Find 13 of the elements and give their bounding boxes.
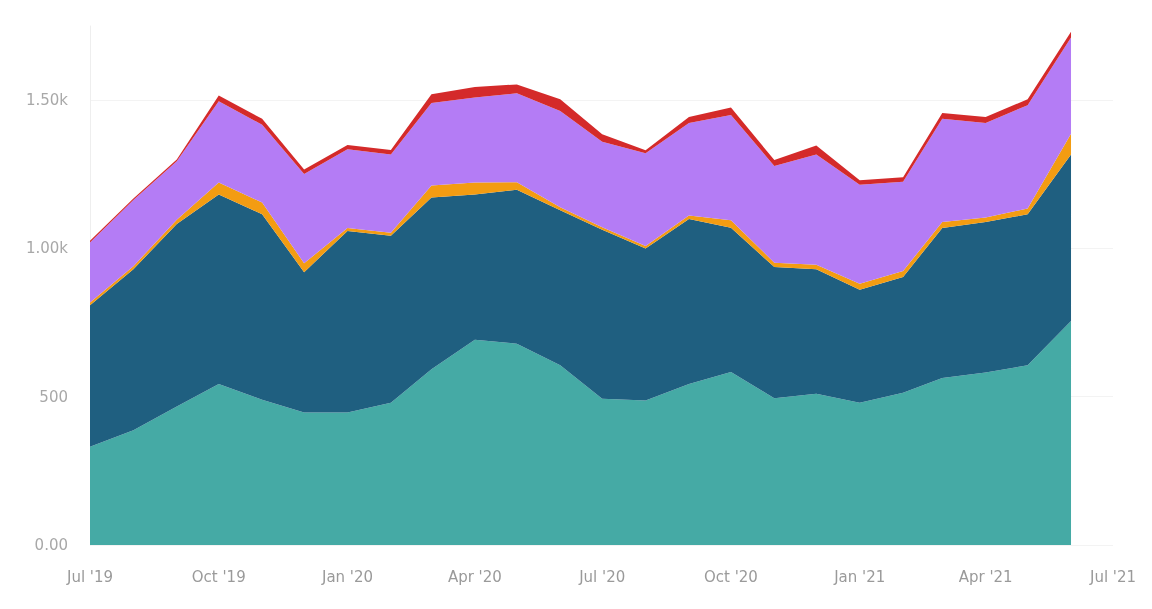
x-tick-label: Jan '20 <box>320 567 374 586</box>
y-tick-label: 1.00k <box>25 239 69 258</box>
x-tick-label: Oct '19 <box>191 567 246 586</box>
x-tick-label: Jul '21 <box>1088 567 1137 586</box>
x-tick-label: Apr '21 <box>958 567 1013 586</box>
y-tick-label: 0.00 <box>34 536 68 554</box>
x-tick-label: Jul '19 <box>65 567 114 586</box>
x-tick-label: Jan '21 <box>833 567 886 586</box>
y-tick-label: 500 <box>39 387 68 406</box>
y-tick-label: 1.50k <box>25 91 69 110</box>
x-tick-label: Apr '20 <box>447 567 502 586</box>
x-tick-label: Oct '20 <box>703 567 758 586</box>
x-tick-label: Jul '20 <box>578 567 626 586</box>
